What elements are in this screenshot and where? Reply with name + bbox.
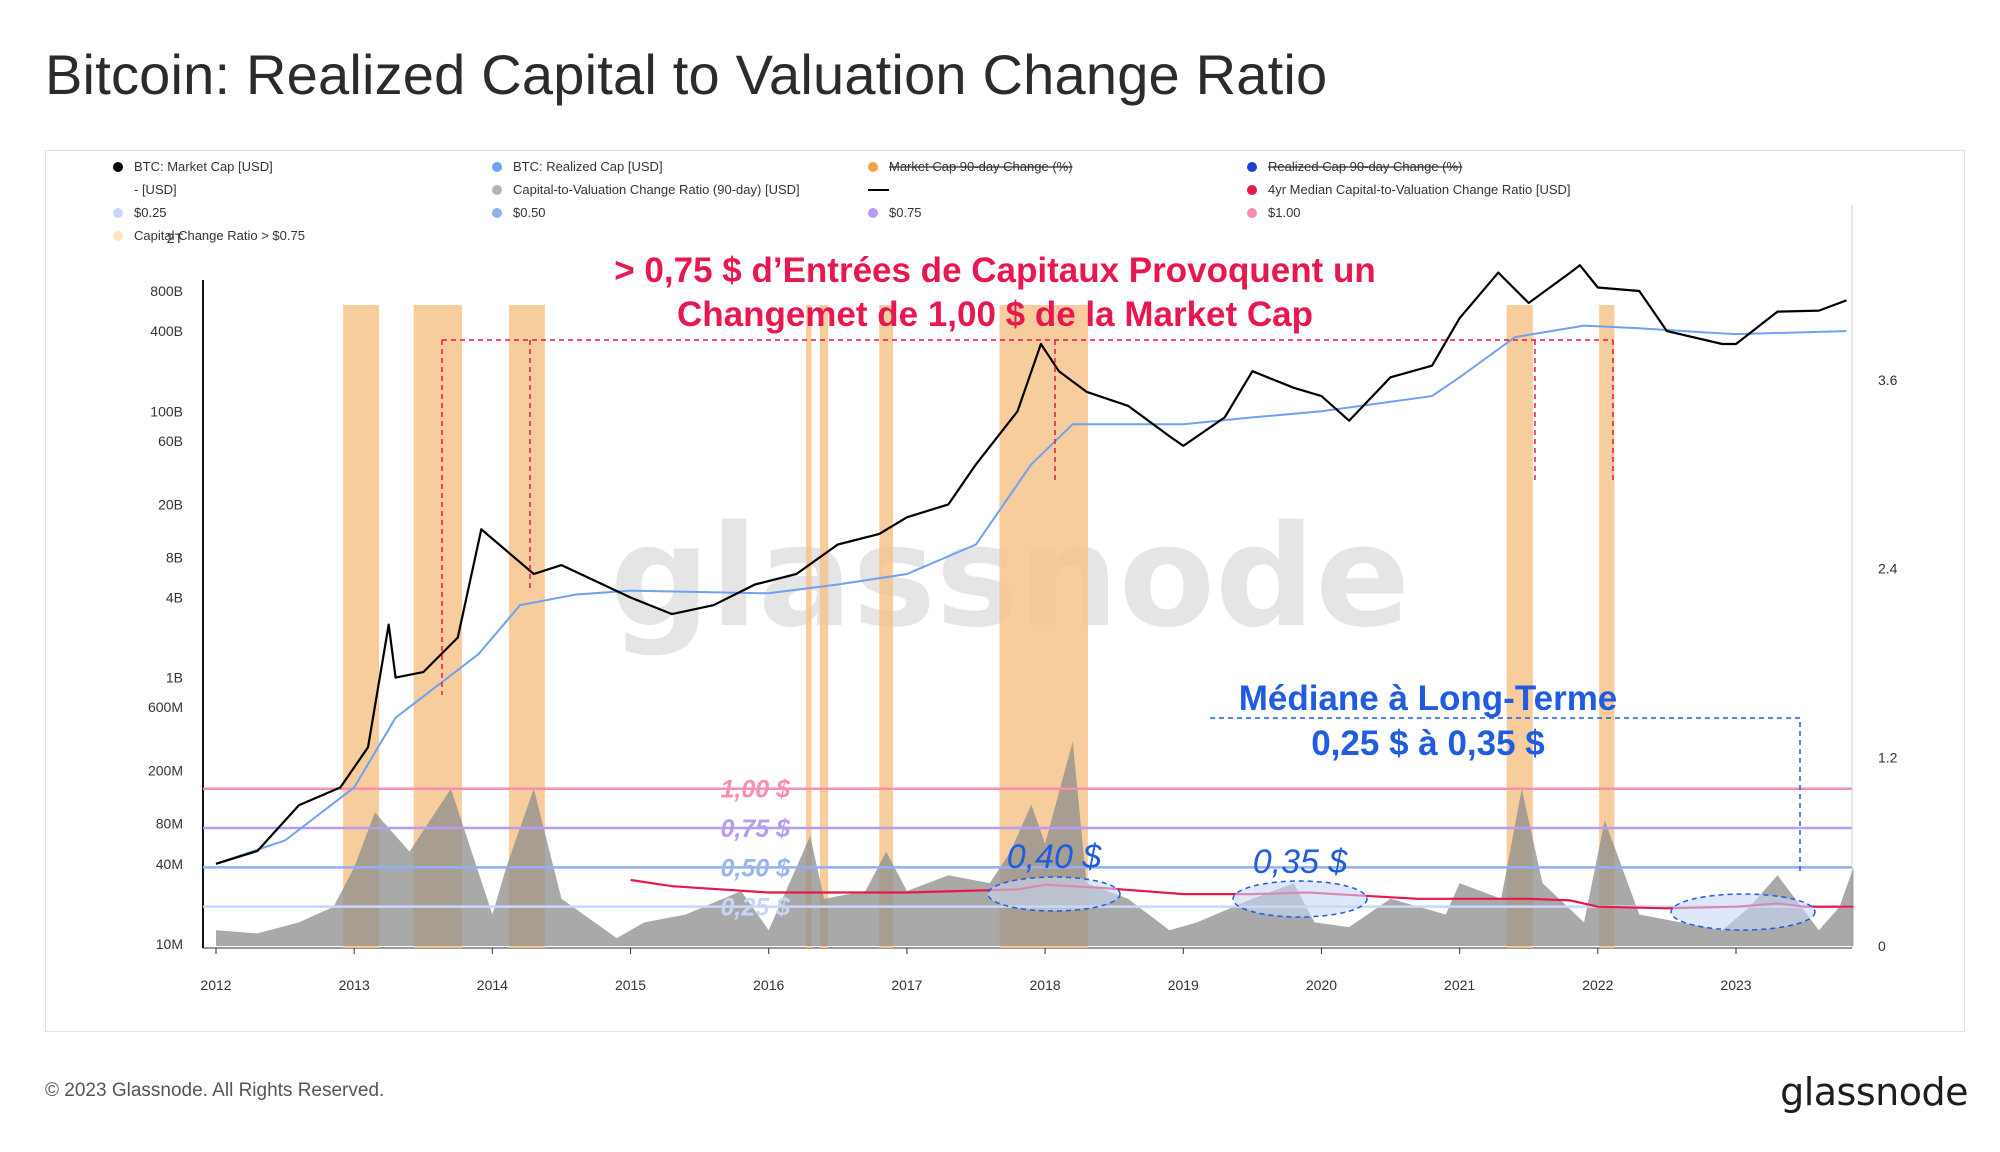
x-tick-label: 2012 — [200, 977, 231, 993]
legend-marker — [868, 162, 878, 172]
left-tick-label: 4B — [166, 589, 183, 605]
left-tick-label: 80M — [156, 816, 183, 832]
legend-label: Realized Cap 90-day Change (%) — [1268, 159, 1462, 174]
x-tick-label: 2013 — [339, 977, 370, 993]
legend-marker — [492, 208, 502, 218]
median-2023-ellipse — [1670, 893, 1816, 931]
x-tick-label: 2019 — [1168, 977, 1199, 993]
label-level-025: 0,25 $ — [720, 894, 791, 922]
legend-marker — [113, 208, 123, 218]
x-tick-label: 2018 — [1030, 977, 1061, 993]
legend-label: $0.50 — [513, 205, 546, 220]
x-tick-label: 2021 — [1444, 977, 1475, 993]
x-tick-label: 2014 — [477, 977, 508, 993]
label-035: 0,35 $ — [1253, 843, 1349, 881]
legend-marker — [1247, 185, 1257, 195]
legend-marker — [1247, 162, 1257, 172]
left-tick-label: 40M — [156, 856, 183, 872]
legend-marker — [492, 162, 502, 172]
median-2020-ellipse — [1232, 880, 1368, 918]
median-2018-ellipse — [987, 876, 1121, 912]
legend-label: Market Cap 90-day Change (%) — [889, 159, 1073, 174]
left-tick-label: 800B — [150, 283, 183, 299]
left-tick-label: 20B — [158, 496, 183, 512]
legend-marker — [868, 208, 878, 218]
label-level-100: 1,00 $ — [720, 776, 791, 804]
label-level-050: 0,50 $ — [720, 854, 791, 882]
left-tick-label: 8B — [166, 549, 183, 565]
page-title: Bitcoin: Realized Capital to Valuation C… — [45, 43, 1328, 106]
right-tick-label: 1.2 — [1878, 749, 1898, 765]
right-tick-label: 3.6 — [1878, 372, 1898, 388]
legend-marker — [113, 162, 123, 172]
headline-annotation-line2: Changemet de 1,00 $ de la Market Cap — [677, 295, 1313, 334]
x-tick-label: 2017 — [891, 977, 922, 993]
legend-label: BTC: Market Cap [USD] — [134, 159, 273, 174]
legend-label: BTC: Realized Cap [USD] — [513, 159, 663, 174]
highlight-band — [806, 305, 812, 948]
copyright-text: © 2023 Glassnode. All Rights Reserved. — [45, 1080, 385, 1101]
left-tick-label: 100B — [150, 403, 183, 419]
left-tick-label: 1B — [166, 670, 183, 686]
legend-label: 4yr Median Capital-to-Valuation Change R… — [1268, 182, 1571, 197]
legend-label: $1.00 — [1268, 205, 1301, 220]
x-tick-label: 2020 — [1306, 977, 1337, 993]
legend-marker — [1247, 208, 1257, 218]
chart-panel — [45, 150, 1965, 1032]
legend-label: Capital Change Ratio > $0.75 — [134, 228, 305, 243]
legend-marker — [113, 231, 123, 241]
left-tick-label: 10M — [156, 936, 183, 952]
headline-annotation-line1: > 0,75 $ d’Entrées de Capitaux Provoquen… — [614, 251, 1375, 290]
right-tick-label: 0 — [1878, 938, 1886, 954]
highlight-band — [819, 305, 829, 948]
market-cap-line — [215, 264, 1847, 865]
median-annotation-line2: 0,25 $ à 0,35 $ — [1311, 724, 1545, 763]
x-tick-label: 2016 — [753, 977, 784, 993]
label-level-075: 0,75 $ — [720, 815, 791, 843]
left-tick-label: 600M — [148, 699, 183, 715]
highlight-band — [1599, 305, 1615, 948]
left-tick-label: 200M — [148, 763, 183, 779]
brand-logo: glassnode — [1780, 1070, 1968, 1114]
legend-label: Capital-to-Valuation Change Ratio (90-da… — [513, 182, 800, 197]
highlight-band — [879, 305, 894, 948]
x-tick-label: 2023 — [1720, 977, 1751, 993]
label-040: 0,40 $ — [1007, 838, 1103, 876]
x-tick-label: 2015 — [615, 977, 646, 993]
median-annotation-line1: Médiane à Long-Terme — [1239, 679, 1618, 718]
legend-label: $0.75 — [889, 205, 922, 220]
left-tick-label: 2T — [167, 230, 184, 246]
left-tick-label: 60B — [158, 433, 183, 449]
blue-dashed-bracket — [1210, 717, 1801, 875]
realized-cap-line — [215, 324, 1847, 865]
legend-label: $0.25 — [134, 205, 167, 220]
right-tick-label: 2.4 — [1878, 561, 1898, 577]
left-tick-label: 400B — [150, 323, 183, 339]
x-tick-label: 2022 — [1582, 977, 1613, 993]
legend-label: - [USD] — [134, 182, 177, 197]
legend-marker — [492, 185, 502, 195]
ratio-area-series — [216, 741, 1854, 946]
